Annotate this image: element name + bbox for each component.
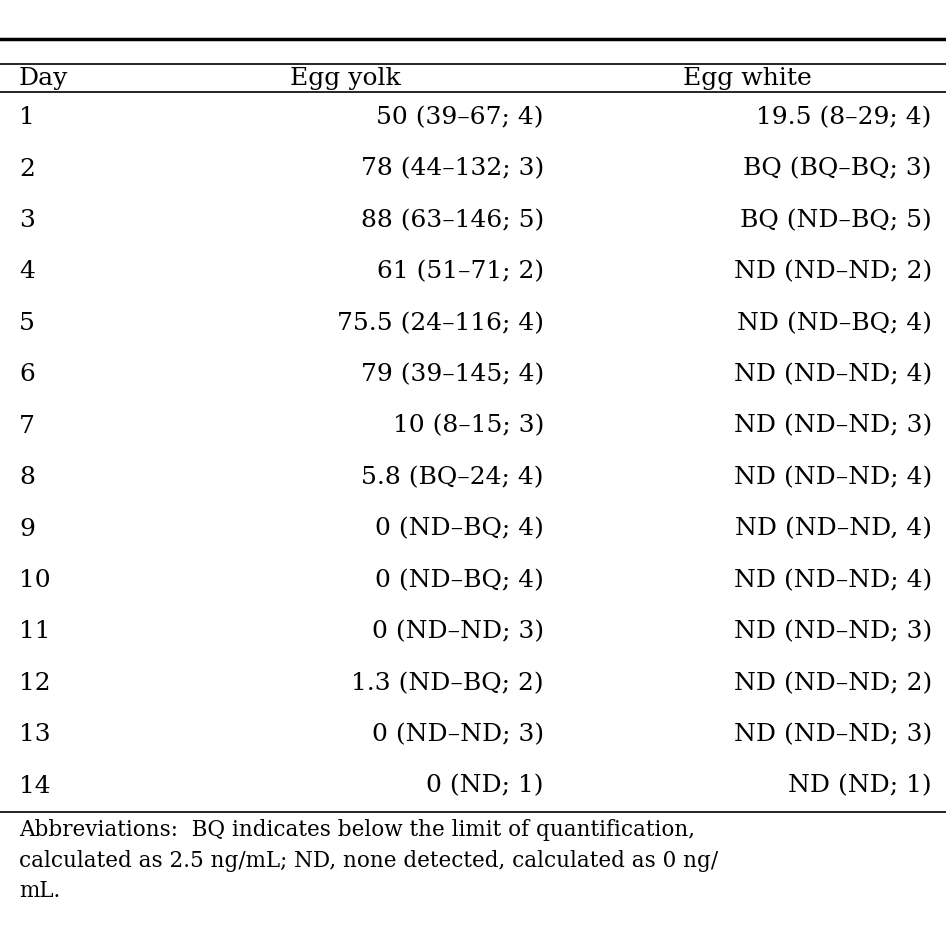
Text: 1: 1 <box>19 106 35 130</box>
Text: 11: 11 <box>19 621 50 643</box>
Text: ND (ND–ND; 3): ND (ND–ND; 3) <box>733 414 932 438</box>
Text: ND (ND–ND; 2): ND (ND–ND; 2) <box>733 261 932 283</box>
Text: 2: 2 <box>19 157 35 180</box>
Text: 3: 3 <box>19 209 35 232</box>
Text: ND (ND–ND; 2): ND (ND–ND; 2) <box>733 672 932 695</box>
Text: 50 (39–67; 4): 50 (39–67; 4) <box>377 106 544 130</box>
Text: 13: 13 <box>19 723 50 746</box>
Text: 1.3 (ND–BQ; 2): 1.3 (ND–BQ; 2) <box>351 672 544 695</box>
Text: 0 (ND–BQ; 4): 0 (ND–BQ; 4) <box>375 569 544 592</box>
Text: 8: 8 <box>19 466 35 489</box>
Text: 0 (ND–ND; 3): 0 (ND–ND; 3) <box>372 621 544 643</box>
Text: 5.8 (BQ–24; 4): 5.8 (BQ–24; 4) <box>361 466 544 489</box>
Text: 12: 12 <box>19 672 50 695</box>
Text: 5: 5 <box>19 312 35 335</box>
Text: 78 (44–132; 3): 78 (44–132; 3) <box>360 157 544 180</box>
Text: Egg white: Egg white <box>683 67 812 90</box>
Text: 61 (51–71; 2): 61 (51–71; 2) <box>377 261 544 283</box>
Text: ND (ND–ND; 4): ND (ND–ND; 4) <box>733 466 932 489</box>
Text: Day: Day <box>19 67 68 90</box>
Text: BQ (ND–BQ; 5): BQ (ND–BQ; 5) <box>740 209 932 232</box>
Text: 88 (63–146; 5): 88 (63–146; 5) <box>360 209 544 232</box>
Text: 0 (ND; 1): 0 (ND; 1) <box>427 774 544 797</box>
Text: ND (ND–ND, 4): ND (ND–ND, 4) <box>735 517 932 540</box>
Text: ND (ND–ND; 3): ND (ND–ND; 3) <box>733 723 932 746</box>
Text: Abbreviations:  BQ indicates below the limit of quantification,
calculated as 2.: Abbreviations: BQ indicates below the li… <box>19 820 718 902</box>
Text: ND (ND–ND; 3): ND (ND–ND; 3) <box>733 621 932 643</box>
Text: 9: 9 <box>19 517 35 540</box>
Text: 0 (ND–BQ; 4): 0 (ND–BQ; 4) <box>375 517 544 540</box>
Text: 7: 7 <box>19 414 35 438</box>
Text: ND (ND–ND; 4): ND (ND–ND; 4) <box>733 569 932 592</box>
Text: 75.5 (24–116; 4): 75.5 (24–116; 4) <box>337 312 544 335</box>
Text: ND (ND–BQ; 4): ND (ND–BQ; 4) <box>737 312 932 335</box>
Text: 0 (ND–ND; 3): 0 (ND–ND; 3) <box>372 723 544 746</box>
Text: 10: 10 <box>19 569 50 592</box>
Text: 10 (8–15; 3): 10 (8–15; 3) <box>393 414 544 438</box>
Text: Egg yolk: Egg yolk <box>289 67 401 90</box>
Text: BQ (BQ–BQ; 3): BQ (BQ–BQ; 3) <box>744 157 932 180</box>
Text: 4: 4 <box>19 261 35 283</box>
Text: 19.5 (8–29; 4): 19.5 (8–29; 4) <box>757 106 932 130</box>
Text: ND (ND–ND; 4): ND (ND–ND; 4) <box>733 364 932 387</box>
Text: 14: 14 <box>19 774 50 797</box>
Text: 6: 6 <box>19 364 35 387</box>
Text: 79 (39–145; 4): 79 (39–145; 4) <box>360 364 544 387</box>
Text: ND (ND; 1): ND (ND; 1) <box>788 774 932 797</box>
